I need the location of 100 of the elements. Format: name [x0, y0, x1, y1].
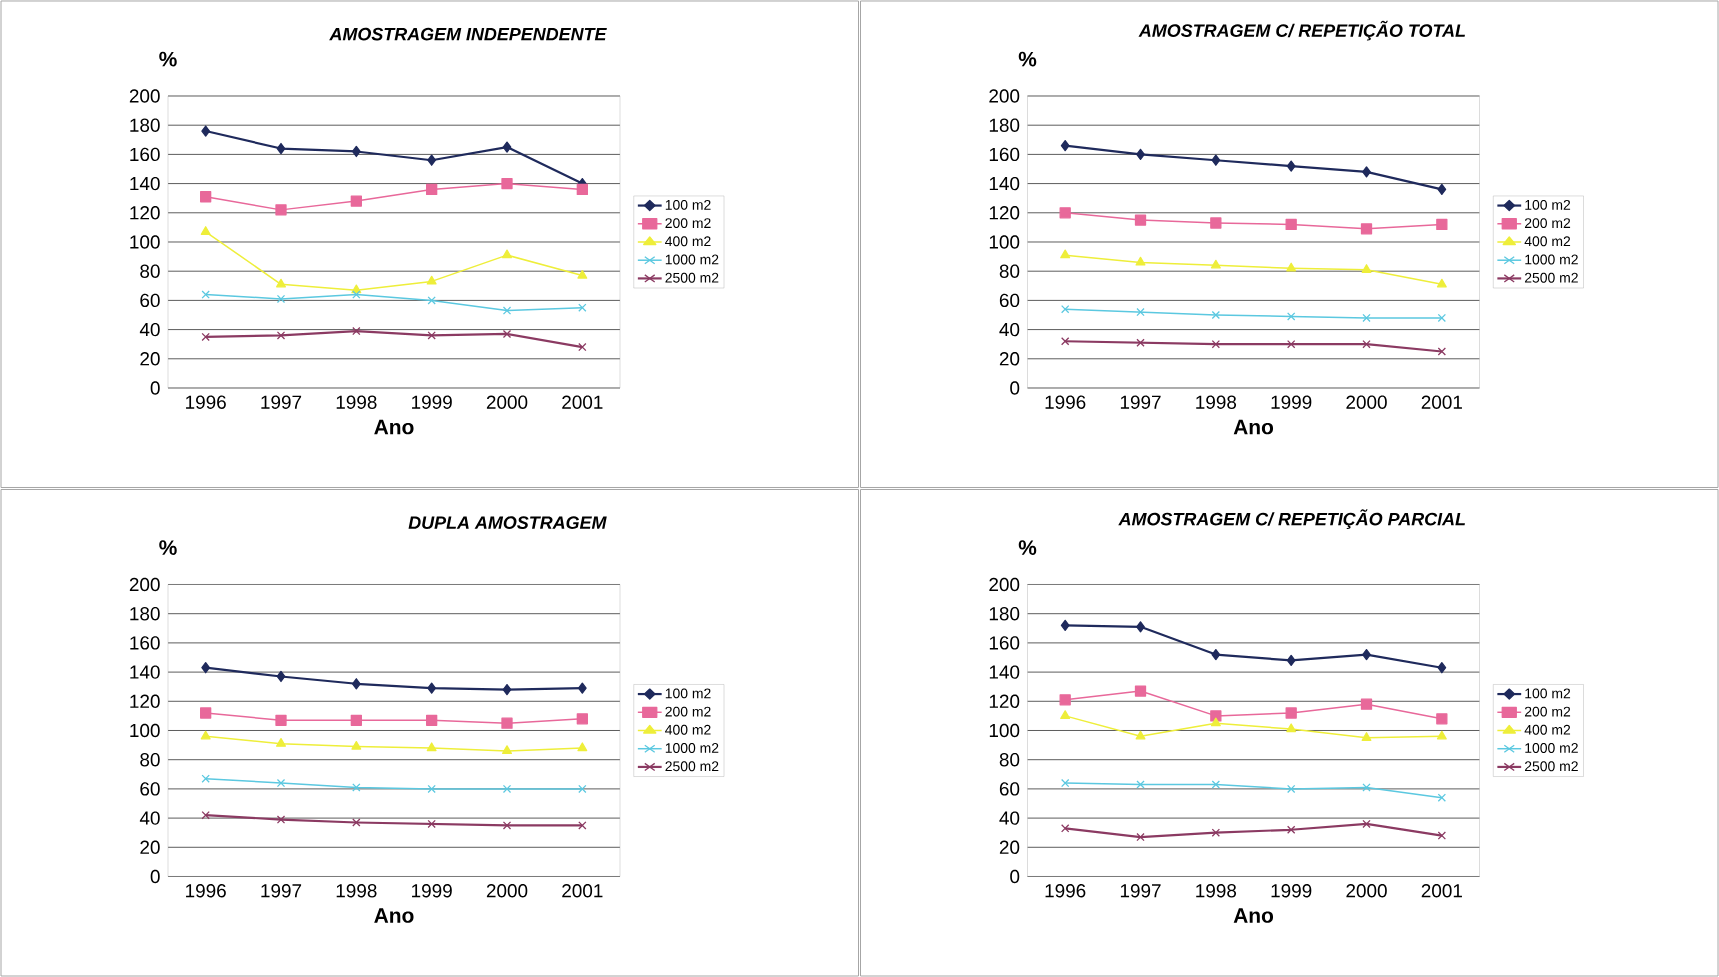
point [276, 815, 286, 824]
y-tick-label: 60 [999, 293, 1020, 308]
y-tick-label: 100 [989, 235, 1020, 249]
legend-label: 100 m2 [665, 199, 711, 210]
y-tick-label: 0 [150, 381, 160, 395]
point [577, 742, 588, 752]
point [1286, 654, 1296, 667]
point [576, 183, 588, 196]
point [578, 303, 587, 312]
x-tick-label: 1999 [1271, 884, 1312, 898]
point [426, 275, 437, 285]
y-axis-title: % [1018, 540, 1037, 555]
point [1210, 217, 1222, 229]
point [276, 670, 286, 683]
y-tick-label: 160 [130, 636, 160, 650]
point [1286, 340, 1296, 349]
y-tick-label: 0 [150, 869, 160, 884]
point [1210, 259, 1221, 269]
point [1436, 730, 1447, 740]
x-tick-label: 1997 [261, 884, 302, 898]
point [1134, 214, 1147, 226]
point [1285, 707, 1297, 719]
y-tick-label: 40 [139, 322, 160, 337]
y-tick-label: 140 [130, 665, 160, 679]
point [427, 784, 436, 794]
x-axis-title: Ano [374, 419, 414, 435]
point [1437, 347, 1447, 356]
x-tick-label: 2000 [486, 395, 528, 409]
point [201, 774, 210, 783]
x-tick-label: 1997 [1120, 884, 1161, 898]
point [1210, 710, 1222, 722]
legend-label: 200 m2 [1524, 218, 1571, 229]
point [1436, 713, 1448, 725]
point [350, 195, 362, 207]
legend-label: 100 m2 [1525, 688, 1571, 699]
x-tick-label: 2001 [1421, 884, 1462, 898]
point [1361, 264, 1372, 273]
point [200, 730, 211, 740]
point [1060, 249, 1071, 259]
point [351, 145, 361, 158]
x-tick-label: 1996 [186, 395, 226, 409]
point [501, 177, 513, 190]
legend-label: 2500 m2 [1524, 761, 1578, 772]
point [426, 714, 438, 726]
y-tick-label: 0 [1010, 381, 1020, 395]
y-tick-label: 140 [130, 176, 160, 191]
point [200, 191, 212, 203]
point [1211, 154, 1221, 166]
point [1437, 662, 1447, 674]
legend-label: 400 m2 [665, 724, 711, 735]
point [1286, 825, 1296, 834]
point [1361, 732, 1372, 741]
legend-label: 400 m2 [665, 236, 711, 247]
point [1285, 218, 1297, 231]
y-tick-label: 60 [140, 293, 160, 308]
y-tick-label: 140 [989, 665, 1020, 679]
legend-label: 1000 m2 [665, 743, 719, 753]
y-tick-label: 120 [130, 206, 160, 220]
legend-label: 100 m2 [1525, 199, 1571, 210]
legend-label: 400 m2 [1524, 724, 1571, 735]
x-tick-label: 1999 [412, 395, 452, 409]
y-tick-label: 180 [130, 606, 160, 621]
chart-title: AMOSTRAGEM C/ REPETIÇÃO TOTAL [1138, 20, 1465, 41]
point [427, 819, 436, 829]
point [1060, 619, 1070, 632]
y-tick-label: 120 [989, 694, 1020, 708]
point [1437, 183, 1447, 196]
x-tick-label: 1998 [1196, 884, 1237, 898]
point [1362, 166, 1371, 178]
point [501, 717, 513, 729]
y-tick-label: 0 [1010, 869, 1020, 884]
point [1362, 313, 1371, 323]
legend-label: 1000 m2 [665, 254, 719, 265]
point [1360, 698, 1373, 710]
point [276, 278, 286, 288]
legend-label: 400 m2 [1524, 236, 1571, 247]
point [201, 332, 210, 342]
y-tick-label: 40 [999, 811, 1020, 825]
y-tick-label: 160 [989, 636, 1020, 650]
point [1437, 831, 1447, 840]
point [427, 296, 436, 305]
point [1286, 784, 1296, 794]
point [502, 683, 512, 696]
legend-label: 2500 m2 [1524, 272, 1578, 283]
legend-label: 200 m2 [665, 218, 711, 229]
y-tick-label: 20 [999, 352, 1020, 366]
y-tick-label: 40 [999, 322, 1020, 337]
point [1211, 828, 1221, 837]
point [1362, 783, 1371, 792]
legend-label: 200 m2 [665, 706, 711, 717]
point [1362, 340, 1371, 349]
x-tick-label: 2000 [1346, 395, 1387, 409]
legend-label: 100 m2 [665, 688, 711, 699]
y-tick-label: 60 [140, 782, 160, 796]
y-tick-label: 200 [129, 89, 160, 103]
point [201, 290, 210, 299]
point [426, 183, 438, 196]
point [502, 329, 512, 339]
point [1136, 338, 1145, 347]
point [352, 818, 361, 827]
